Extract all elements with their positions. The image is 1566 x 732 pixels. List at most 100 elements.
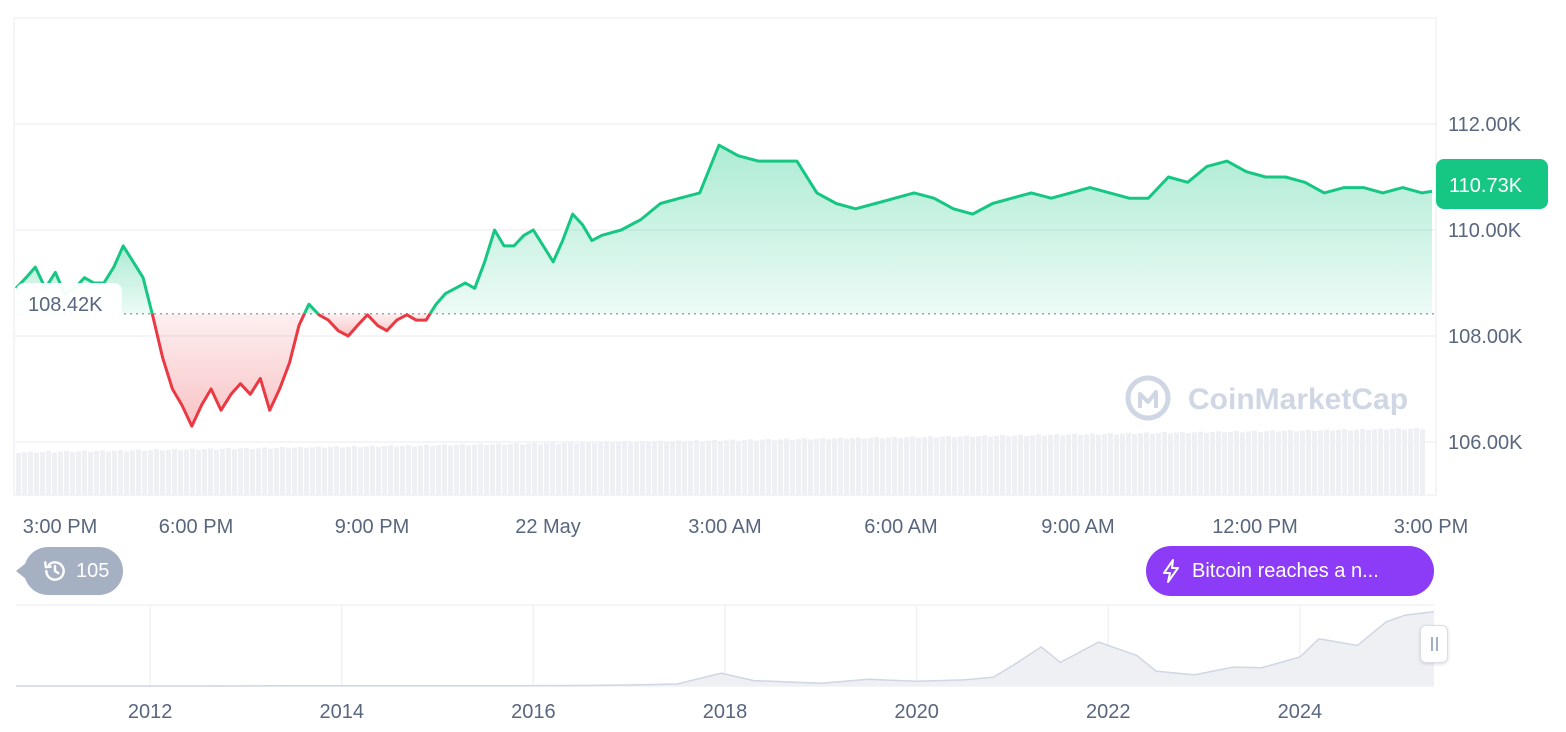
volume-bar xyxy=(910,436,915,495)
volume-bar xyxy=(1300,430,1305,495)
volume-bar xyxy=(700,441,705,495)
volume-bar xyxy=(262,447,267,495)
volume-bar xyxy=(598,442,603,495)
overview-x-tick-label: 2020 xyxy=(894,701,939,723)
range-handle[interactable] xyxy=(1420,625,1448,663)
volume-bar xyxy=(112,450,117,495)
price-line-up xyxy=(14,244,154,315)
volume-bar xyxy=(1096,434,1101,495)
volume-bar xyxy=(136,449,141,495)
volume-bar xyxy=(934,437,939,495)
volume-bar xyxy=(760,439,765,495)
volume-bar xyxy=(1072,433,1077,495)
overview-area xyxy=(16,611,1434,686)
volume-bar xyxy=(76,451,81,495)
volume-bar xyxy=(1336,429,1341,495)
volume-bar xyxy=(1276,431,1281,495)
volume-bar xyxy=(634,441,639,495)
volume-bar xyxy=(724,440,729,495)
volume-bar xyxy=(628,442,633,495)
volume-bar xyxy=(916,437,921,495)
volume-bar xyxy=(196,449,201,495)
volume-bar xyxy=(1210,432,1215,495)
volume-bar xyxy=(604,441,609,495)
volume-bar xyxy=(1330,430,1335,495)
volume-bar xyxy=(1216,431,1221,495)
volume-bar xyxy=(310,447,315,495)
volume-bar xyxy=(1144,432,1149,495)
volume-bar xyxy=(1078,435,1083,495)
volume-bar xyxy=(118,449,123,495)
volume-bar xyxy=(1102,433,1107,495)
volume-bar xyxy=(694,440,699,495)
volume-bar xyxy=(1420,429,1425,495)
volume-bar xyxy=(178,450,183,495)
volume-bar xyxy=(286,448,291,495)
volume-bar xyxy=(898,438,903,495)
volume-bar xyxy=(1006,436,1011,495)
volume-bar xyxy=(238,448,243,495)
volume-bar xyxy=(1138,433,1143,495)
volume-bar xyxy=(940,436,945,495)
area-below-baseline xyxy=(152,313,305,427)
volume-bar xyxy=(1000,434,1005,495)
volume-bar xyxy=(532,442,537,495)
overview-x-tick-label: 2012 xyxy=(128,701,173,723)
volume-bar xyxy=(658,440,663,495)
volume-bar xyxy=(1198,431,1203,495)
cmc-logo-icon xyxy=(1125,375,1171,421)
volume-bar xyxy=(94,450,99,495)
volume-bar xyxy=(490,444,495,495)
handle-grip xyxy=(1435,637,1438,651)
y-tick-label: 112.00K xyxy=(1448,114,1522,136)
volume-bar xyxy=(190,448,195,495)
volume-bar xyxy=(298,446,303,495)
x-axis: 3:00 PM 6:00 PM 9:00 PM 22 May 3:00 AM 6:00 A… xyxy=(23,516,1468,538)
volume-bar xyxy=(832,438,837,495)
volume-bar xyxy=(988,436,993,495)
volume-bar xyxy=(946,435,951,495)
volume-bar xyxy=(904,437,909,495)
x-tick-label: 22 May xyxy=(515,516,581,538)
x-tick-label: 3:00 PM xyxy=(23,516,97,538)
volume-bar xyxy=(1372,429,1377,495)
volume-bar xyxy=(1312,431,1317,495)
volume-bar xyxy=(1324,429,1329,495)
volume-bar xyxy=(250,449,255,495)
volume-bar xyxy=(442,444,447,495)
volume-bar xyxy=(574,443,579,495)
volume-bar xyxy=(232,449,237,495)
volume-bar xyxy=(586,441,591,495)
price-history-button[interactable]: 105 xyxy=(15,547,124,595)
volume-bar xyxy=(1282,430,1287,495)
volume-bar xyxy=(1288,430,1293,495)
volume-bar xyxy=(64,450,69,495)
volume-bar xyxy=(52,452,57,495)
overview-line xyxy=(16,611,1435,687)
volume-bar xyxy=(844,438,849,495)
baseline-price-badge: 108.42K xyxy=(16,283,122,323)
news-pill[interactable]: Bitcoin reaches a n... xyxy=(1146,546,1434,596)
volume-bar xyxy=(484,445,489,495)
volume-bar xyxy=(1348,430,1353,495)
volume-bar xyxy=(1264,431,1269,495)
price-line-up xyxy=(303,302,319,315)
overview-x-tick-label: 2016 xyxy=(511,701,556,723)
volume-bar xyxy=(676,440,681,495)
volume-bar xyxy=(346,446,351,495)
volume-bar xyxy=(1270,430,1275,495)
volume-bar xyxy=(814,438,819,495)
volume-bar xyxy=(424,444,429,495)
volume-bar xyxy=(1150,433,1155,495)
y-tick-label: 108.00K xyxy=(1448,326,1523,348)
volume-bar xyxy=(88,451,93,495)
x-tick-label: 6:00 PM xyxy=(159,516,233,538)
volume-bar xyxy=(34,452,39,495)
x-tick-label: 6:00 AM xyxy=(864,516,937,538)
overview-navigator[interactable] xyxy=(16,604,1435,687)
volume-bar xyxy=(1246,431,1251,495)
volume-bar xyxy=(640,441,645,495)
volume-bar xyxy=(1414,427,1419,495)
volume-bar xyxy=(580,442,585,495)
